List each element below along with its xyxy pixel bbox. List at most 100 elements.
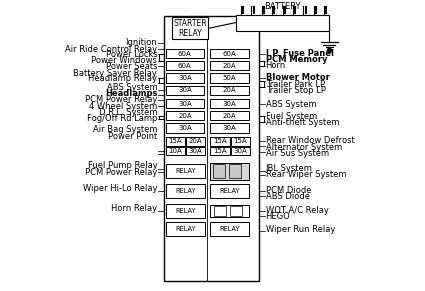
Text: PCM Memory: PCM Memory (266, 55, 327, 63)
Text: Air Bag System: Air Bag System (93, 125, 157, 134)
Text: 15A: 15A (233, 139, 247, 144)
Bar (229, 164, 241, 178)
Bar (164, 16, 259, 281)
Bar (210, 111, 249, 120)
Text: Air Ride Control Relay: Air Ride Control Relay (65, 45, 157, 54)
Text: Fuel System: Fuel System (266, 112, 317, 121)
Text: Power Point: Power Point (108, 132, 157, 141)
Text: 15A: 15A (213, 139, 227, 144)
Text: 30A: 30A (223, 101, 236, 107)
Text: 30A: 30A (178, 101, 192, 107)
Bar (210, 123, 249, 133)
Bar (166, 111, 204, 120)
Bar (231, 147, 250, 155)
Text: Fog/Off Rd Lamp: Fog/Off Rd Lamp (87, 114, 157, 123)
Bar (166, 184, 205, 198)
Text: Horn: Horn (266, 61, 286, 70)
Text: Power Locks: Power Locks (105, 50, 157, 59)
Bar (166, 99, 204, 108)
Bar (210, 163, 249, 180)
Text: PCM Power Relay: PCM Power Relay (85, 95, 157, 104)
Text: Anti-theft System: Anti-theft System (266, 118, 339, 127)
Text: 60A: 60A (223, 51, 236, 56)
Bar (210, 222, 249, 236)
Text: STARTER
RELAY: STARTER RELAY (173, 19, 207, 38)
Text: ABS System: ABS System (107, 83, 157, 92)
Text: 15A: 15A (213, 148, 227, 154)
Text: Ignition: Ignition (125, 38, 157, 47)
Bar (166, 123, 204, 133)
Bar (166, 204, 205, 218)
Text: 10A: 10A (168, 148, 182, 154)
Text: BATTERY: BATTERY (264, 2, 301, 11)
Text: 30A: 30A (223, 125, 236, 131)
Text: ABS System: ABS System (266, 100, 316, 109)
Bar (166, 61, 204, 70)
Bar (166, 49, 204, 58)
Text: 20A: 20A (223, 63, 236, 69)
Text: RELAY: RELAY (175, 168, 196, 174)
Text: RELAY: RELAY (175, 208, 196, 214)
Bar (166, 222, 205, 236)
Text: 30A: 30A (178, 75, 192, 81)
Text: Headlamp Relay: Headlamp Relay (88, 74, 157, 83)
Text: RELAY: RELAY (220, 188, 240, 194)
Text: 20A: 20A (178, 113, 192, 119)
Text: 60A: 60A (178, 51, 192, 56)
Text: 30A: 30A (233, 148, 247, 154)
Bar (166, 73, 204, 83)
Bar (210, 86, 249, 95)
Bar (210, 205, 249, 217)
Text: 20A: 20A (223, 113, 236, 119)
Text: RELAY: RELAY (220, 226, 240, 232)
Bar (186, 137, 205, 146)
Text: Alternator System: Alternator System (266, 143, 342, 152)
Bar (166, 164, 205, 178)
Bar (172, 17, 208, 39)
Text: RELAY: RELAY (175, 226, 196, 232)
Bar (210, 137, 230, 146)
Text: PCM Diode: PCM Diode (266, 186, 311, 195)
Text: Wiper Hi-Lo Relay: Wiper Hi-Lo Relay (83, 184, 157, 193)
Text: Trailer Park LP: Trailer Park LP (266, 80, 325, 89)
Text: Power Seats: Power Seats (106, 62, 157, 71)
Text: HEGO: HEGO (266, 212, 290, 221)
Text: Horn Relay: Horn Relay (111, 204, 157, 212)
Text: Blower Motor: Blower Motor (266, 74, 329, 82)
Text: Air Sus System: Air Sus System (266, 149, 329, 158)
Bar (166, 86, 204, 95)
Bar (231, 137, 250, 146)
Text: Trailer Stop LP: Trailer Stop LP (266, 86, 326, 95)
Text: PCM Power Relay: PCM Power Relay (85, 168, 157, 177)
Text: D.R.L. System: D.R.L. System (99, 108, 157, 117)
Text: 20A: 20A (189, 139, 203, 144)
Bar (214, 206, 226, 216)
Text: 15A: 15A (168, 139, 182, 144)
Bar (210, 147, 230, 155)
Text: Rear Wiper System: Rear Wiper System (266, 170, 346, 179)
Text: Rear Window Defrost: Rear Window Defrost (266, 136, 354, 145)
Bar (186, 147, 205, 155)
Text: Wiper Run Relay: Wiper Run Relay (266, 226, 335, 234)
Text: 50A: 50A (223, 75, 236, 81)
Bar (166, 147, 185, 155)
Text: ABS Diode: ABS Diode (266, 192, 310, 200)
Bar (230, 206, 242, 216)
Text: JBL System: JBL System (266, 164, 312, 173)
Text: 20A: 20A (223, 87, 236, 93)
Text: Power Windows: Power Windows (91, 56, 157, 65)
Bar (236, 15, 329, 31)
Text: I.P. Fuse Panel: I.P. Fuse Panel (266, 49, 334, 58)
Text: 30A: 30A (178, 87, 192, 93)
Text: Fuel Pump Relay: Fuel Pump Relay (88, 162, 157, 170)
Text: Battery Saver Relay: Battery Saver Relay (74, 69, 157, 77)
Bar (210, 184, 249, 198)
Text: RELAY: RELAY (175, 188, 196, 194)
Text: 30A: 30A (189, 148, 203, 154)
Text: WOT A/C Relay: WOT A/C Relay (266, 206, 329, 214)
Bar (210, 99, 249, 108)
Text: 4 Wheel System: 4 Wheel System (89, 102, 157, 111)
Bar (210, 73, 249, 83)
Text: Headlamps: Headlamps (105, 89, 157, 97)
Bar (166, 137, 185, 146)
